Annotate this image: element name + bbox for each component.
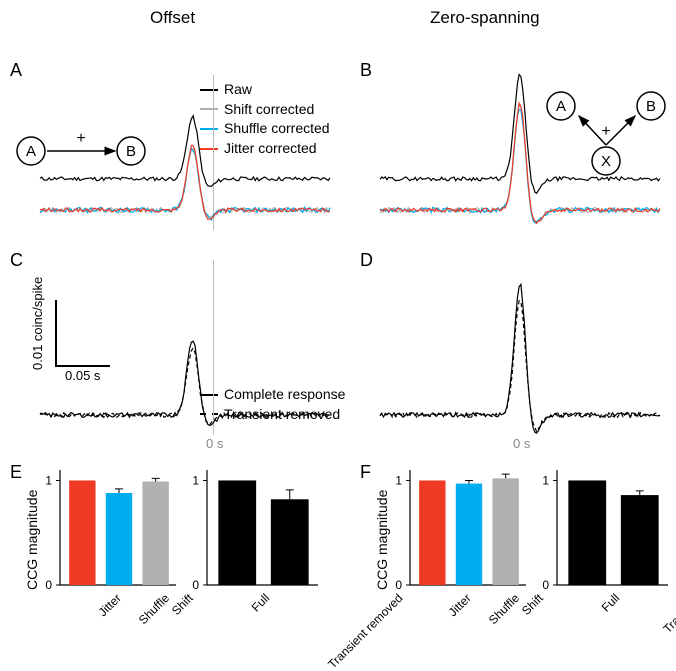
y-tick: 1 [45, 473, 52, 487]
bar [142, 482, 168, 586]
bar-category-label: Full [249, 591, 273, 615]
bar-category-label: Jitter [446, 591, 474, 619]
error-bar [636, 491, 644, 495]
diagram-node-label: A [26, 143, 36, 160]
error-bar [152, 478, 160, 481]
bar-category-label: Shift [519, 591, 546, 618]
error-bar [286, 490, 294, 499]
error-bar [502, 474, 510, 478]
col-title-zero: Zero-spanning [430, 8, 540, 28]
bar-category-label: Jitter [96, 591, 124, 619]
bar-category-label: Full [599, 591, 623, 615]
bars-e-transient: 01 [195, 470, 320, 590]
bar [456, 484, 482, 585]
diagram-node-label: B [126, 143, 136, 160]
ccg-plot-offset-cd [40, 255, 330, 435]
bar [218, 480, 256, 585]
error-bar [115, 489, 123, 493]
bar [621, 495, 659, 585]
scalebar-y [55, 300, 57, 365]
panel-label-d: D [360, 250, 373, 271]
bar-category-label: Shift [169, 591, 196, 618]
error-bar [465, 480, 473, 483]
y-tick: 1 [192, 473, 199, 487]
bar-category-label: Shuffle [136, 591, 172, 627]
y-tick: 1 [395, 473, 402, 487]
bar-category-label: Transient removed [325, 591, 405, 671]
y-tick: 1 [542, 473, 549, 487]
trace-line [380, 301, 660, 432]
plus-icon: + [76, 130, 85, 147]
ylabel-f: CCG magnitude [374, 490, 390, 590]
trace-line [380, 284, 660, 433]
diagram-offset: AB+ [15, 135, 155, 185]
diagram-node-label: B [646, 98, 656, 115]
bar [271, 499, 309, 585]
bar-category-label: Shuffle [486, 591, 522, 627]
bars-f-transient: 01 [545, 470, 670, 590]
col-title-offset: Offset [150, 8, 195, 28]
scalebar-x-label: 0.05 s [65, 368, 100, 383]
plus-icon: + [601, 123, 610, 140]
y-tick: 0 [192, 578, 199, 592]
panel-label-e: E [10, 462, 22, 483]
bar [492, 478, 518, 585]
panel-label-a: A [10, 60, 22, 81]
bar [419, 480, 445, 585]
ylabel-e: CCG magnitude [24, 490, 40, 590]
bars-e-corrections: 01 [48, 470, 178, 590]
bar-category-label: Transient removed [660, 591, 676, 646]
bar [106, 493, 132, 585]
scalebar-x [55, 365, 110, 367]
diagram-node-label: A [556, 98, 566, 115]
bar [69, 480, 95, 585]
bar [568, 480, 606, 585]
panel-label-b: B [360, 60, 372, 81]
zero-label-d: 0 s [513, 436, 530, 451]
y-tick: 0 [395, 578, 402, 592]
scalebar-y-label: 0.01 coinc/spike [30, 277, 45, 370]
y-tick: 0 [45, 578, 52, 592]
diagram-node-label: X [601, 153, 611, 170]
y-tick: 0 [542, 578, 549, 592]
bars-f-corrections: 01 [398, 470, 528, 590]
panel-label-f: F [360, 462, 371, 483]
panel-label-c: C [10, 250, 23, 271]
ccg-plot-zero-cd [380, 255, 660, 435]
diagram-zero: A B X + [545, 90, 665, 180]
zero-label-c: 0 s [206, 436, 223, 451]
